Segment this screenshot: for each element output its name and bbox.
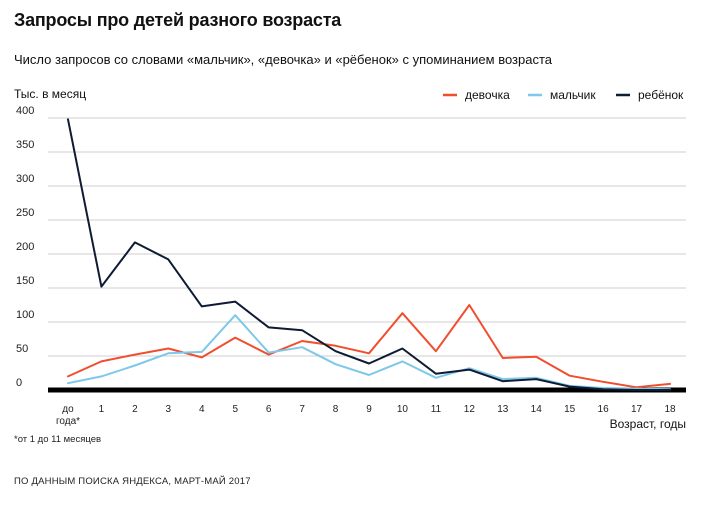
x-tick-label: 8 xyxy=(333,404,339,415)
legend-label: мальчик xyxy=(550,88,596,102)
x-tick-label: 13 xyxy=(497,404,509,415)
x-tick-label: 18 xyxy=(664,404,676,415)
x-tick-label: 1 xyxy=(99,404,105,415)
x-tick-label: 5 xyxy=(232,404,238,415)
y-tick-label: 250 xyxy=(16,207,34,219)
y-tick-label: 200 xyxy=(16,241,34,253)
series-line-1 xyxy=(67,304,671,389)
y-axis-label: Тыс. в месяц xyxy=(14,87,86,101)
x-tick-label: 2 xyxy=(132,404,138,415)
y-tick-label: 300 xyxy=(16,173,34,185)
x-tick-label: 10 xyxy=(397,404,409,415)
y-tick-label: 0 xyxy=(16,377,22,389)
x-tick-label: 3 xyxy=(166,404,172,415)
x-tick-label: до года* xyxy=(56,404,80,427)
x-tick-label: 11 xyxy=(431,404,442,415)
x-tick-label: 4 xyxy=(199,404,205,415)
y-tick-label: 400 xyxy=(16,105,34,117)
chart-subtitle: Число запросов со словами «мальчик», «де… xyxy=(14,52,553,67)
y-tick-label: 350 xyxy=(16,139,34,151)
x-tick-label: 17 xyxy=(631,404,643,415)
x-tick-label: 14 xyxy=(531,404,543,415)
legend-label: девочка xyxy=(465,88,510,102)
x-tick-label: 15 xyxy=(564,404,576,415)
chart-title: Запросы про детей разного возраста xyxy=(14,10,342,30)
x-tick-label: 9 xyxy=(366,404,372,415)
y-tick-label: 100 xyxy=(16,309,34,321)
source-note: ПО ДАННЫМ ПОИСКА ЯНДЕКСА, МАРТ-МАЙ 2017 xyxy=(14,476,251,487)
x-tick-label: 6 xyxy=(266,404,272,415)
legend-label: ребёнок xyxy=(638,88,684,102)
x-tick-label: 12 xyxy=(464,404,476,415)
series-line-3 xyxy=(67,118,671,391)
y-tick-label: 150 xyxy=(16,275,34,287)
x-tick-label: 7 xyxy=(299,404,305,415)
y-tick-label: 50 xyxy=(16,343,28,355)
x-tick-label: 16 xyxy=(598,404,610,415)
footnote: *от 1 до 11 месяцев xyxy=(14,434,102,445)
x-axis-label: Возраст, годы xyxy=(610,417,686,431)
